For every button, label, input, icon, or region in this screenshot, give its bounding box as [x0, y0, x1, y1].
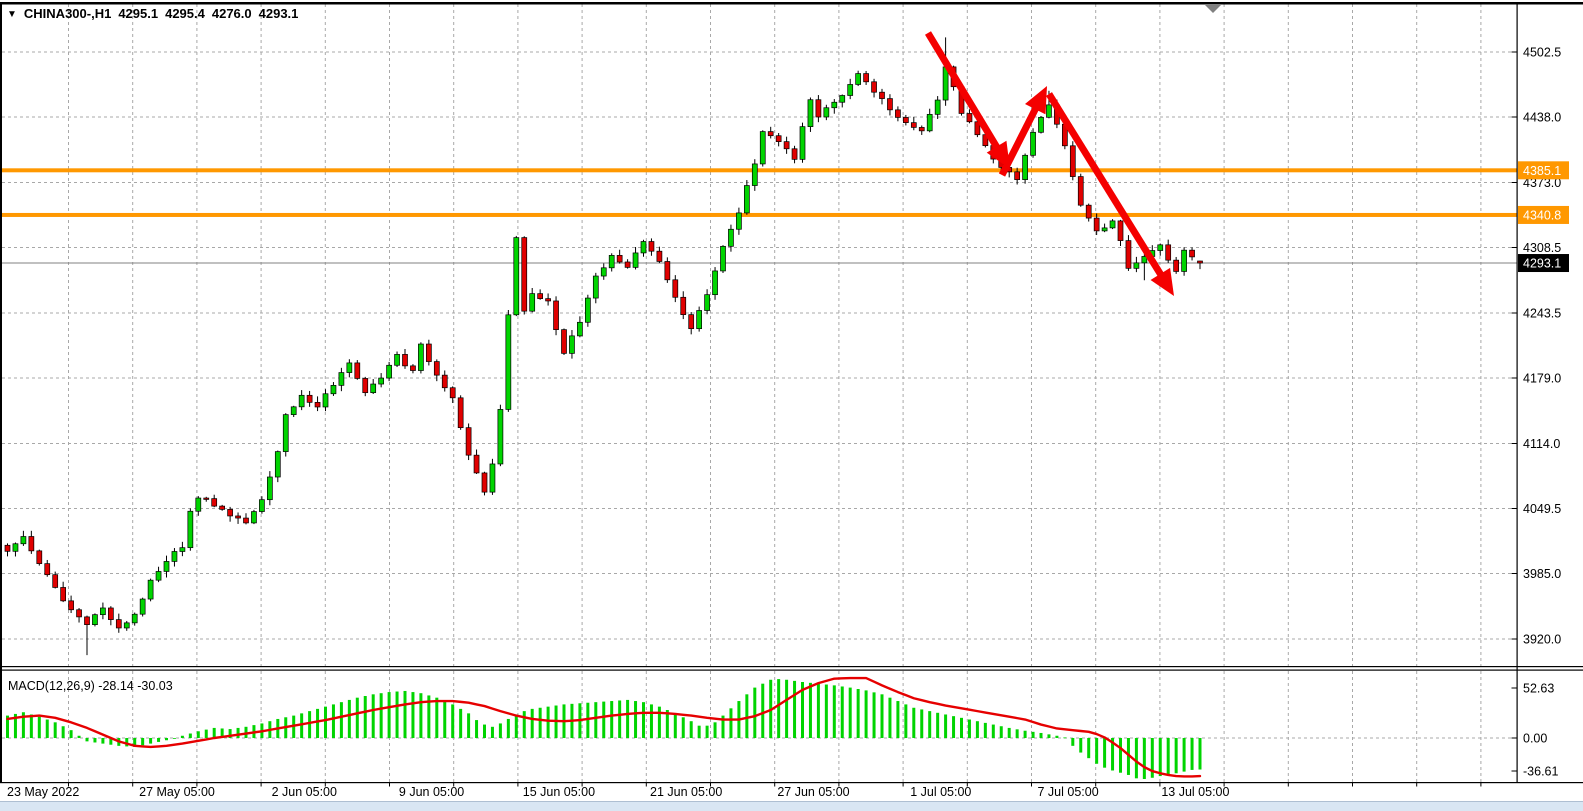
up-arrow — [998, 104, 1041, 177]
price-axis-labels: 4502.5 4438.0 4373.0 4308.5 4243.5 4179.0 4114… — [1523, 46, 1561, 779]
svg-text:3985.0: 3985.0 — [1523, 567, 1561, 581]
trend-arrow-annotations[interactable] — [925, 31, 1174, 296]
time-axis-labels: 23 May 2022 27 May 05:00 2 Jun 05:00 9 Jun … — [7, 785, 1230, 799]
chart-shift-marker-icon[interactable] — [1205, 5, 1221, 13]
svg-text:1 Jul 05:00: 1 Jul 05:00 — [910, 785, 971, 799]
ohlc-low: 4276.0 — [211, 6, 252, 21]
macd-indicator-label: MACD(12,26,9) -28.14 -30.03 — [8, 679, 173, 693]
chart-title: ▼ CHINA300-,H1 4295.1 4295.4 4276.0 4293.1 — [7, 6, 298, 21]
svg-text:27 May 05:00: 27 May 05:00 — [139, 785, 215, 799]
main-chart-panel[interactable] — [2, 4, 1517, 666]
symbol-timeframe-label: CHINA300-,H1 — [23, 6, 112, 21]
svg-text:4243.5: 4243.5 — [1523, 307, 1561, 321]
svg-text:4179.0: 4179.0 — [1523, 372, 1561, 386]
svg-text:13 Jul 05:00: 13 Jul 05:00 — [1161, 785, 1229, 799]
svg-text:4502.5: 4502.5 — [1523, 46, 1561, 60]
current-price-badge: 4293.1 — [1523, 257, 1561, 271]
level-badge-label: 4385.1 — [1523, 164, 1561, 178]
time-axis[interactable] — [2, 783, 1517, 800]
axis-ticks — [68, 51, 1517, 787]
level-badge-label: 4340.8 — [1523, 208, 1561, 222]
svg-text:23 May 2022: 23 May 2022 — [7, 785, 79, 799]
candles-layer — [4, 37, 1203, 656]
ohlc-close: 4293.1 — [258, 6, 299, 21]
ohlc-high: 4295.4 — [165, 6, 205, 21]
svg-text:15 Jun 05:00: 15 Jun 05:00 — [523, 785, 595, 799]
svg-text:4308.5: 4308.5 — [1523, 241, 1561, 255]
down-arrow-2 — [1046, 92, 1166, 280]
macd-panel[interactable] — [2, 671, 1517, 782]
macd-histogram — [6, 679, 1202, 779]
svg-text:7 Jul 05:00: 7 Jul 05:00 — [1038, 785, 1099, 799]
svg-text:52.63: 52.63 — [1523, 682, 1554, 696]
level-lines[interactable] — [2, 168, 1517, 217]
svg-text:27 Jun 05:00: 27 Jun 05:00 — [777, 785, 849, 799]
symbol-dropdown-triangle-icon[interactable]: ▼ — [7, 9, 17, 20]
svg-text:4373.0: 4373.0 — [1523, 176, 1561, 190]
svg-text:21 Jun 05:00: 21 Jun 05:00 — [650, 785, 722, 799]
down-arrow-1 — [925, 31, 1002, 152]
ohlc-open: 4295.1 — [118, 6, 159, 21]
svg-text:3920.0: 3920.0 — [1523, 633, 1561, 647]
svg-text:2 Jun 05:00: 2 Jun 05:00 — [272, 785, 337, 799]
svg-text:4438.0: 4438.0 — [1523, 110, 1561, 124]
svg-text:4049.5: 4049.5 — [1523, 502, 1561, 516]
price-badges: 4385.1 4340.8 4293.1 — [1518, 161, 1569, 273]
svg-text:9 Jun 05:00: 9 Jun 05:00 — [399, 785, 464, 799]
panel-borders — [0, 2, 1583, 784]
svg-text:-36.61: -36.61 — [1523, 765, 1558, 779]
status-strip — [0, 801, 1583, 811]
svg-text:0.00: 0.00 — [1523, 732, 1547, 746]
price-axis[interactable] — [1517, 4, 1583, 783]
macd-signal-line — [6, 676, 1202, 778]
svg-text:4114.0: 4114.0 — [1523, 437, 1560, 451]
